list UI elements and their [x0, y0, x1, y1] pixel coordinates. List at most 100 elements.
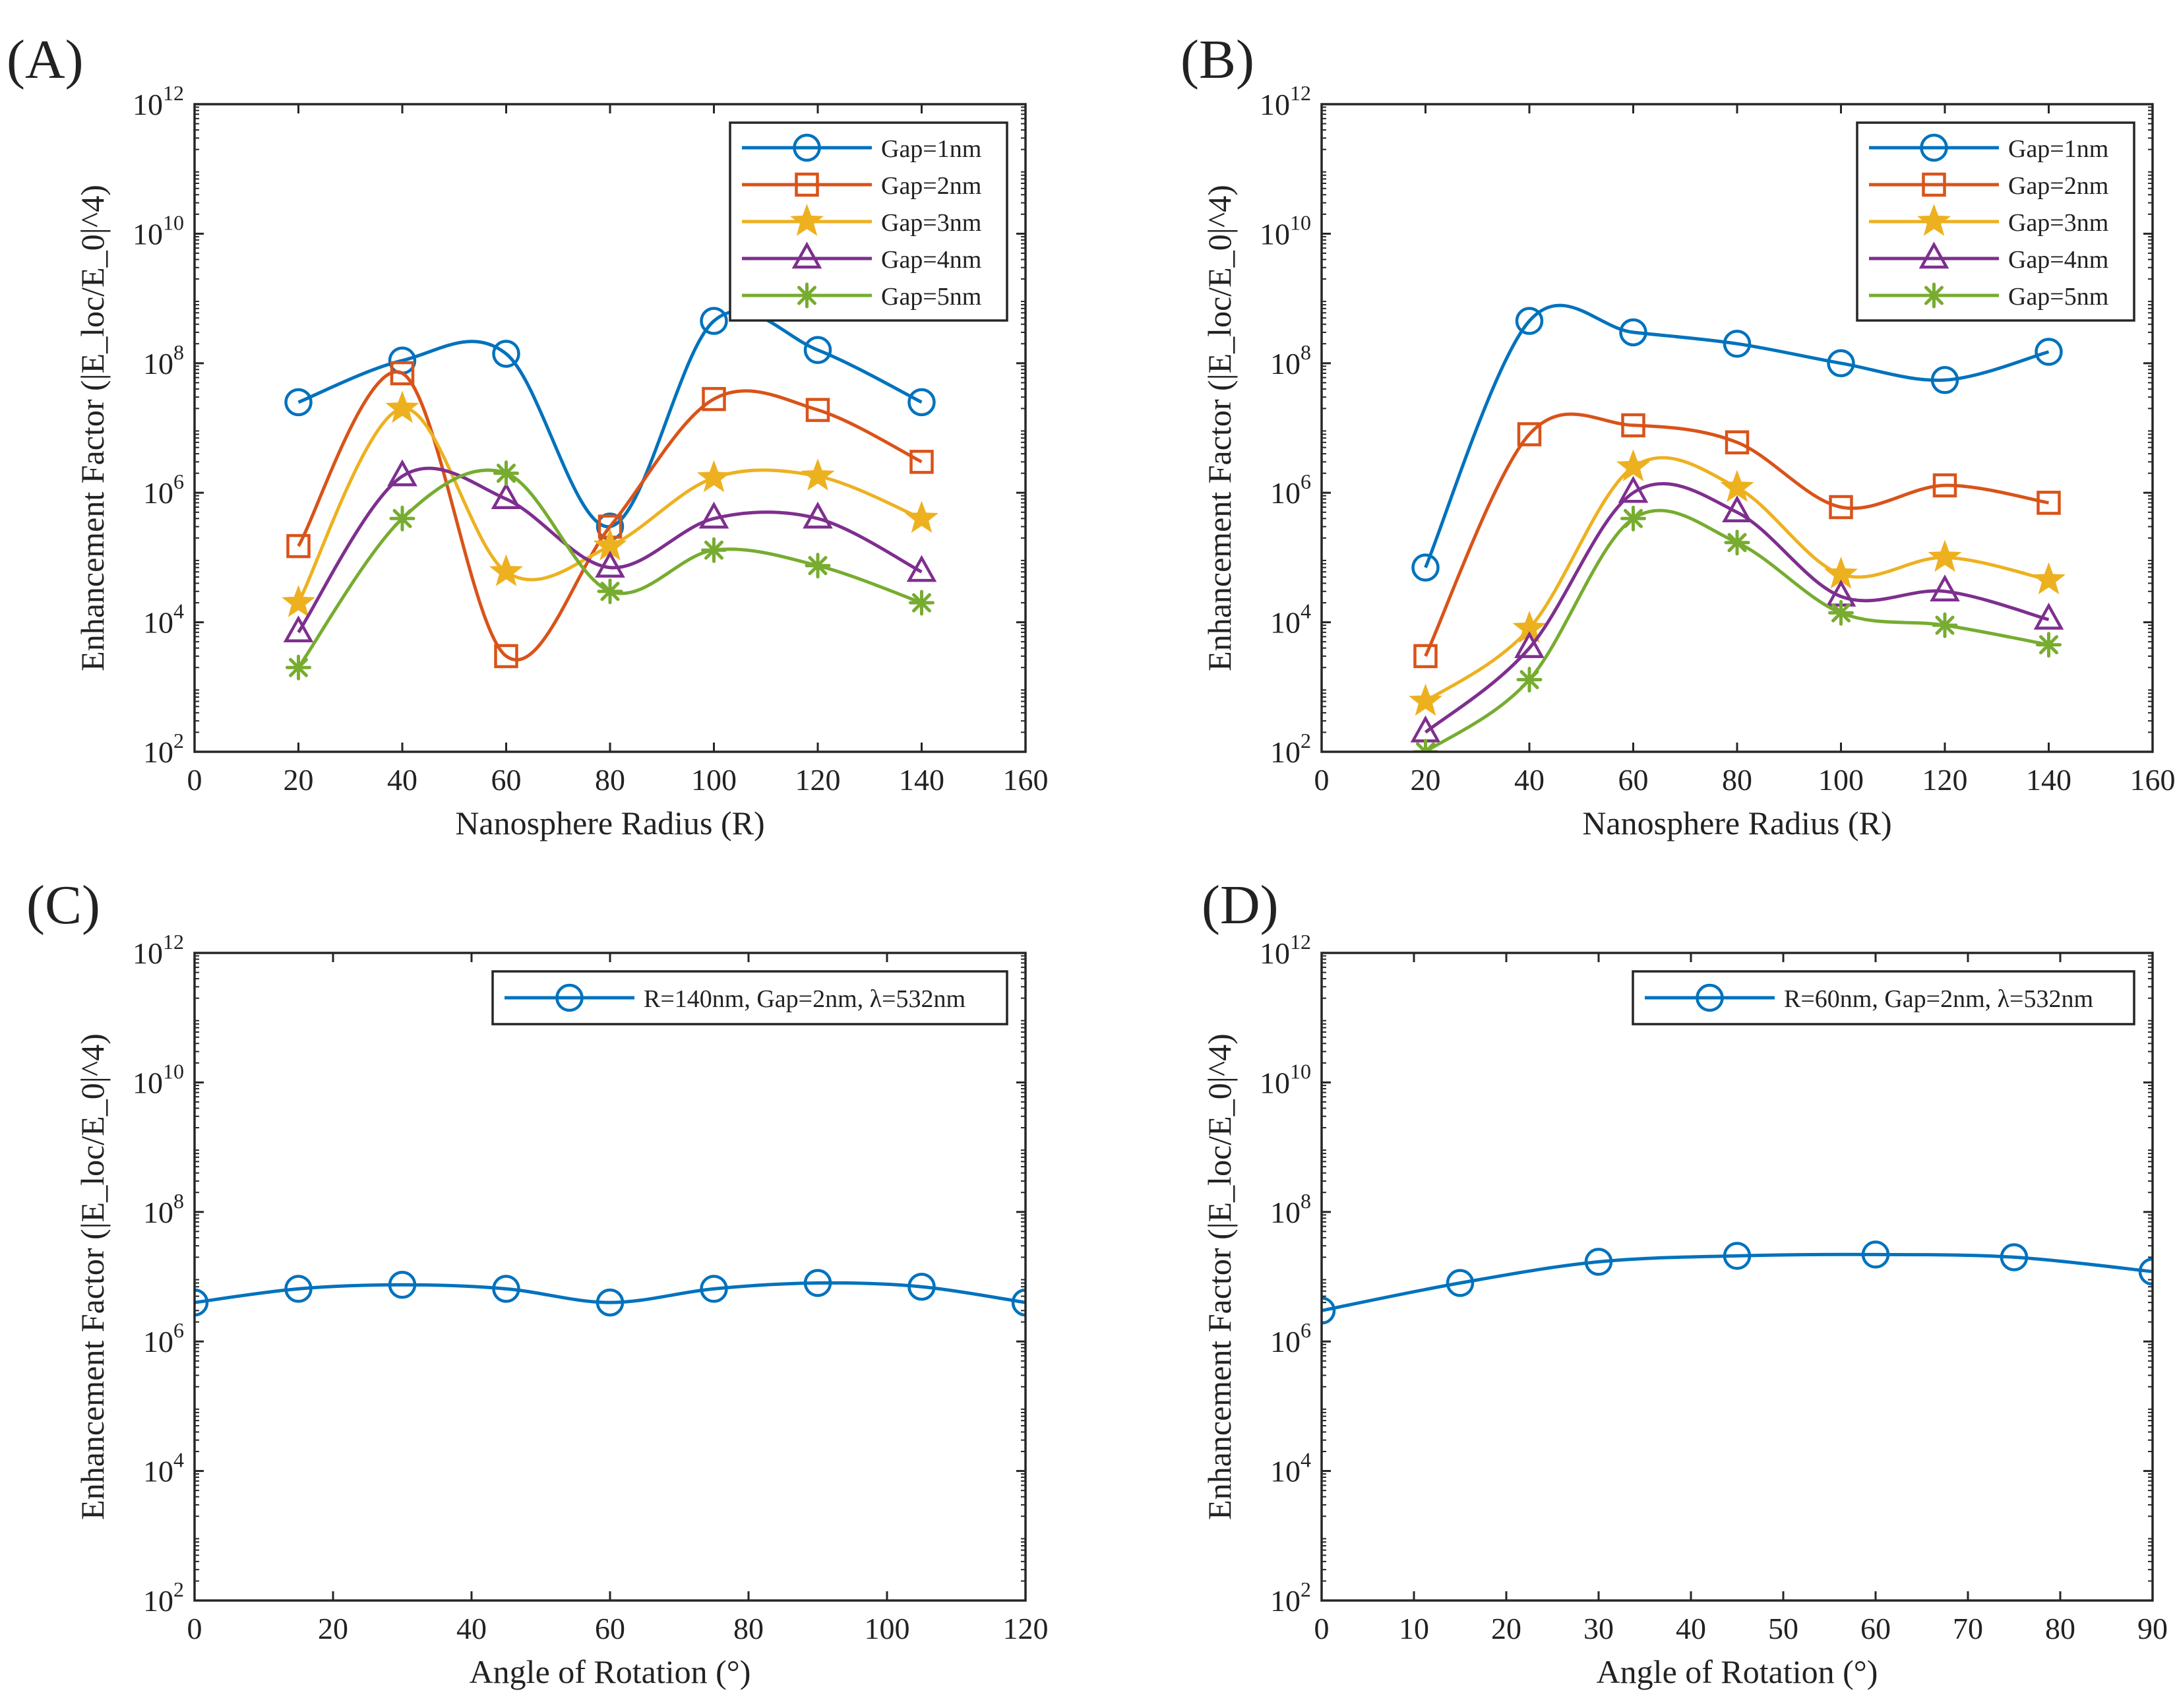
- data-series: [1413, 505, 2062, 752]
- y-tick-base: 10: [1270, 1325, 1301, 1358]
- y-tick-label: 108: [1270, 340, 1311, 381]
- data-point: [2000, 1243, 2029, 1271]
- y-tick-base: 10: [143, 1584, 173, 1618]
- data-point: [1515, 307, 1544, 335]
- y-tick-label: 102: [1270, 729, 1311, 769]
- data-point: [1722, 495, 1752, 523]
- y-tick-base: 10: [133, 217, 163, 251]
- series-line: [195, 1281, 1026, 1304]
- legend-label: Gap=2nm: [881, 172, 981, 200]
- y-tick-exponent: 2: [1301, 729, 1311, 752]
- legend-marker: [555, 983, 584, 1012]
- y-tick-label: 108: [143, 340, 184, 381]
- data-point: [1828, 599, 1854, 626]
- legend-marker: [795, 172, 819, 197]
- x-tick-label: 20: [284, 763, 314, 797]
- axes-box: [1320, 103, 2154, 753]
- y-tick-base: 10: [133, 936, 163, 970]
- y-tick-label: 102: [1270, 1577, 1311, 1618]
- data-point: [1620, 505, 1646, 532]
- y-axis-label: Enhancement Factor (|E_loc/E_0|^4): [74, 185, 111, 671]
- x-tick-label: 120: [795, 763, 841, 797]
- series-line: [1322, 1252, 2153, 1312]
- x-tick-label: 40: [387, 763, 417, 797]
- y-tick-exponent: 4: [173, 599, 184, 623]
- y-tick-exponent: 10: [1290, 1059, 1311, 1083]
- y-tick-label: 106: [1270, 470, 1311, 510]
- y-tick-exponent: 4: [1301, 1448, 1311, 1472]
- panel-label: (D): [1202, 874, 1279, 936]
- x-axis-label: Nanosphere Radius (R): [455, 805, 764, 841]
- data-point: [1410, 715, 1441, 743]
- y-tick-base: 10: [1270, 606, 1301, 640]
- y-tick-exponent: 10: [1290, 210, 1311, 234]
- data-point: [1517, 422, 1542, 446]
- y-tick-label: 106: [143, 1318, 184, 1358]
- y-tick-label: 104: [143, 1448, 184, 1488]
- data-series: [286, 361, 934, 669]
- legend-marker: [1922, 172, 1946, 197]
- y-tick-base: 10: [143, 735, 173, 769]
- data-point: [1411, 553, 1440, 582]
- legend-label: Gap=2nm: [2008, 172, 2108, 200]
- data-point: [1621, 413, 1645, 438]
- x-tick-label: 40: [456, 1612, 487, 1645]
- data-point: [1616, 449, 1651, 481]
- legend-marker: [794, 282, 820, 309]
- data-series: [283, 459, 937, 643]
- data-point: [805, 398, 830, 422]
- legend-marker: [1918, 241, 1949, 269]
- legend-marker: [793, 133, 821, 162]
- data-point: [388, 1271, 417, 1299]
- y-tick-base: 10: [1270, 476, 1301, 510]
- data-point: [389, 505, 415, 532]
- data-point: [2031, 562, 2066, 595]
- x-tick-label: 120: [1003, 1612, 1049, 1645]
- y-tick-base: 10: [1270, 1196, 1301, 1229]
- y-tick-base: 10: [1260, 936, 1290, 970]
- data-point: [1618, 475, 1649, 503]
- y-tick-label: 108: [143, 1189, 184, 1229]
- chart-panel: (C)0 20 40 60 80 100 12010210410610810101012An…: [26, 874, 1049, 1690]
- legend-label: Gap=5nm: [2008, 283, 2108, 311]
- y-tick-exponent: 10: [163, 210, 184, 234]
- data-point: [596, 1288, 625, 1317]
- x-tick-label: 100: [1818, 763, 1864, 797]
- y-tick-label: 104: [143, 599, 184, 640]
- y-tick-label: 1012: [133, 81, 184, 121]
- y-tick-exponent: 4: [1301, 599, 1311, 623]
- data-point: [906, 555, 937, 582]
- y-tick-label: 1012: [1260, 81, 1311, 121]
- x-tick-label: 80: [733, 1612, 764, 1645]
- legend-label: Gap=3nm: [881, 209, 981, 237]
- x-tick-label: 160: [1003, 763, 1049, 797]
- y-tick-exponent: 8: [173, 1189, 184, 1213]
- x-tick-label: 20: [318, 1612, 348, 1645]
- data-point: [286, 534, 311, 559]
- data-series: [1408, 449, 2066, 716]
- data-series: [286, 460, 934, 681]
- data-point: [696, 460, 731, 493]
- data-series: [281, 390, 939, 617]
- data-point: [1619, 318, 1647, 347]
- panel-label: (C): [26, 874, 100, 936]
- data-point: [283, 615, 314, 643]
- axes-box: [193, 103, 1027, 753]
- axes-box: [1320, 952, 2154, 1602]
- data-series: [1411, 303, 2063, 582]
- legend-marker: [1916, 204, 1951, 236]
- data-point: [2138, 1257, 2153, 1286]
- x-tick-label: 0: [187, 763, 202, 797]
- y-tick-label: 1010: [1260, 210, 1311, 251]
- x-tick-label: 60: [1618, 763, 1649, 797]
- x-tick-label: 30: [1583, 1612, 1614, 1645]
- data-point: [1930, 574, 1960, 601]
- y-tick-base: 10: [1270, 1455, 1301, 1488]
- data-point: [1516, 667, 1543, 693]
- data-point: [1723, 1242, 1752, 1270]
- legend-marker: [791, 241, 822, 269]
- y-tick-base: 10: [1270, 735, 1301, 769]
- data-point: [286, 654, 311, 681]
- y-tick-label: 1012: [133, 930, 184, 970]
